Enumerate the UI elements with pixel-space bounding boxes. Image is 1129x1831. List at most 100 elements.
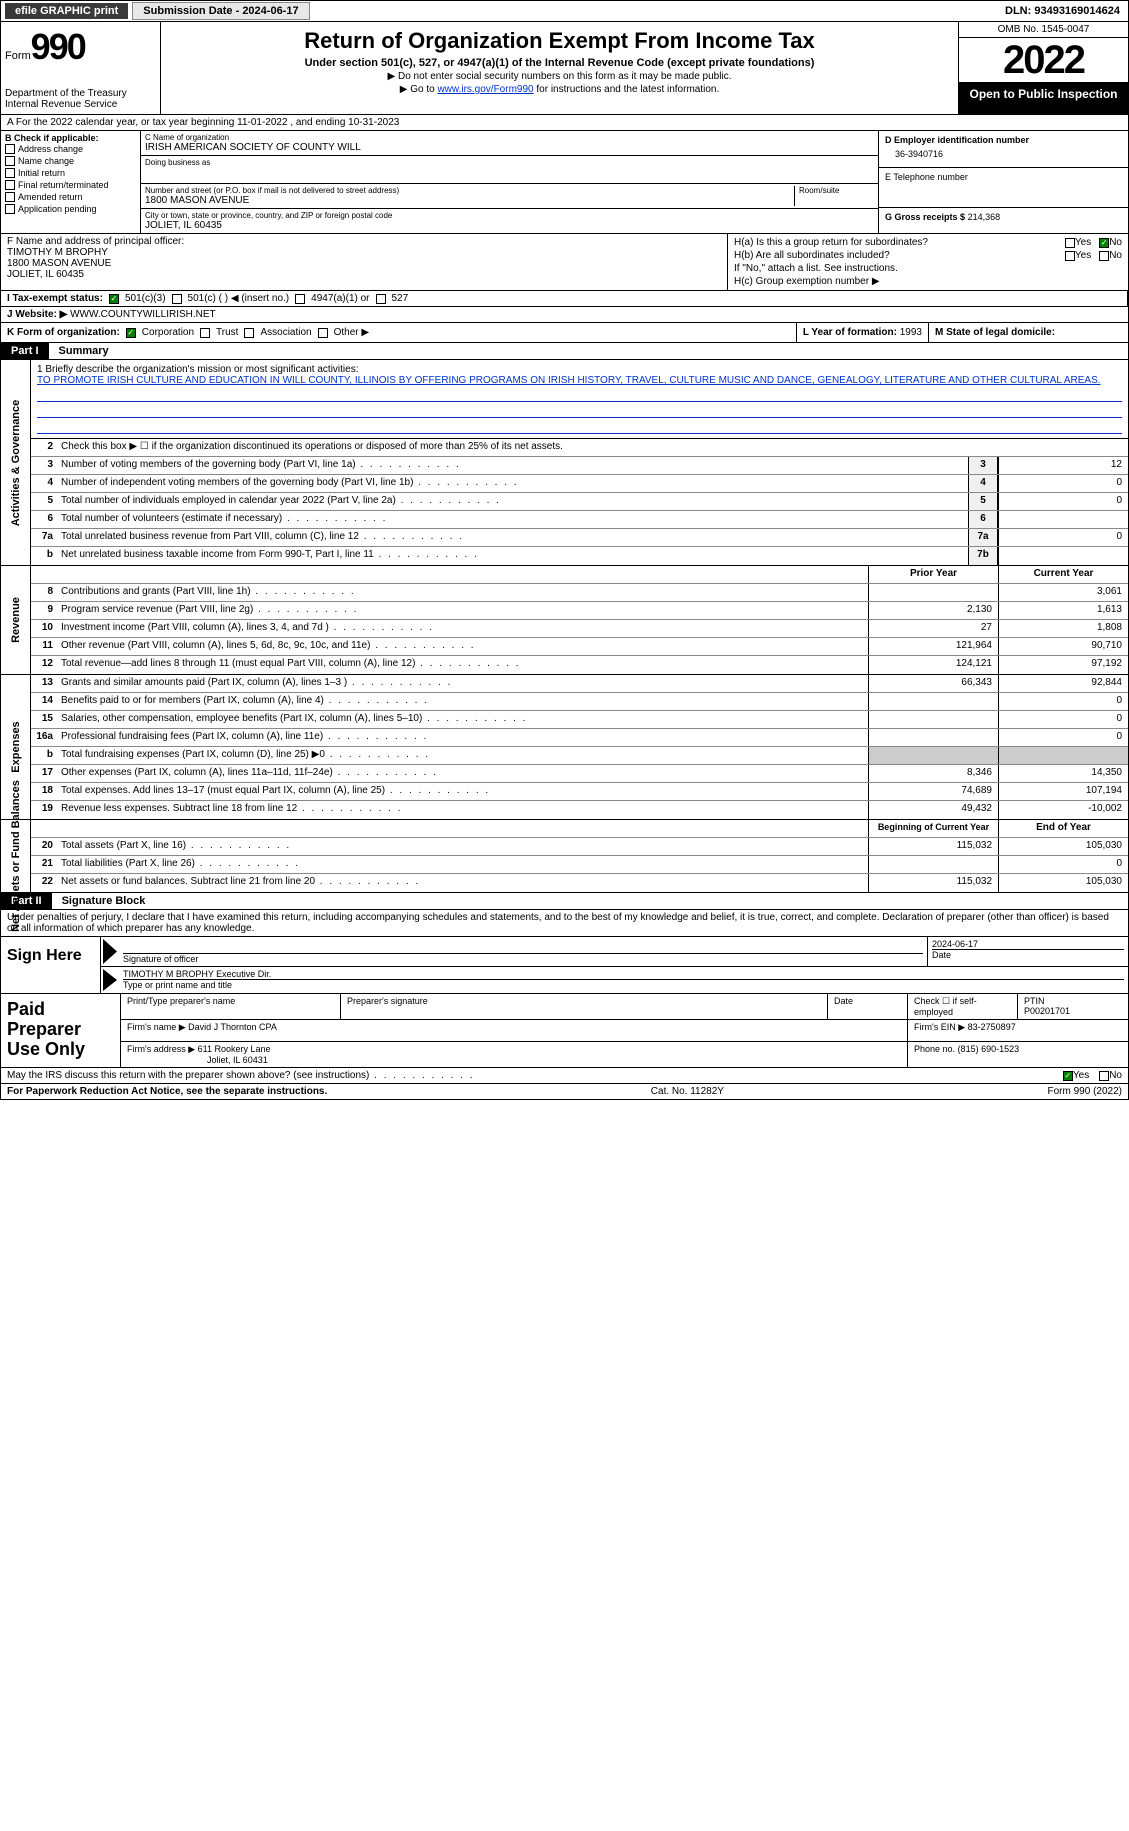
form-sub1: Under section 501(c), 527, or 4947(a)(1)… (165, 56, 954, 70)
ha-no-chk[interactable] (1099, 238, 1109, 248)
footer-left: For Paperwork Reduction Act Notice, see … (7, 1086, 327, 1097)
table-row: 21 Total liabilities (Part X, line 26) 0 (31, 856, 1128, 874)
f-city: JOLIET, IL 60435 (7, 269, 721, 280)
sign-here-label: Sign Here (1, 937, 101, 993)
part2-tab: Part II (1, 893, 52, 909)
chk-address-change[interactable]: Address change (5, 143, 136, 155)
table-row: 18 Total expenses. Add lines 13–17 (must… (31, 783, 1128, 801)
dln-label: DLN: 93493169014624 (1005, 5, 1128, 17)
gross-value: 214,368 (968, 212, 1001, 222)
irs-link[interactable]: www.irs.gov/Form990 (437, 84, 533, 95)
table-row: 22 Net assets or fund balances. Subtract… (31, 874, 1128, 892)
f-label: F Name and address of principal officer: (7, 236, 721, 247)
line-2: 2 Check this box ▶ ☐ if the organization… (31, 439, 1128, 457)
j-value: WWW.COUNTYWILLIRISH.NET (70, 309, 216, 320)
prep-h2: Preparer's signature (341, 994, 828, 1019)
chk-amended[interactable]: Amended return (5, 191, 136, 203)
line1-label: 1 Briefly describe the organization's mi… (37, 364, 1122, 375)
mission-blank-line (37, 404, 1122, 418)
table-row: 8 Contributions and grants (Part VIII, l… (31, 584, 1128, 602)
chk-trust[interactable] (200, 328, 210, 338)
chk-final-return[interactable]: Final return/terminated (5, 179, 136, 191)
discuss-no-chk[interactable] (1099, 1071, 1109, 1081)
arrow-icon (103, 939, 117, 964)
b-label: B Check if applicable: (5, 133, 136, 143)
chk-assoc[interactable] (244, 328, 254, 338)
sign-block: Sign Here Signature of officer 2024-06-1… (0, 937, 1129, 994)
section-m: M State of legal domicile: (928, 323, 1128, 342)
sig-intro: Under penalties of perjury, I declare th… (0, 910, 1129, 937)
firm-ein: 83-2750897 (968, 1022, 1016, 1032)
table-row: 20 Total assets (Part X, line 16) 115,03… (31, 838, 1128, 856)
form-num: 990 (31, 26, 85, 68)
firm-addr1: 611 Rookery Lane (198, 1044, 271, 1054)
header-right: OMB No. 1545-0047 2022 Open to Public In… (958, 22, 1128, 114)
chk-app-pending[interactable]: Application pending (5, 203, 136, 215)
ein-value: 36-3940716 (885, 145, 1122, 163)
form-sub2: ▶ Do not enter social security numbers o… (165, 70, 954, 83)
expenses-section: Expenses 13 Grants and similar amounts p… (0, 675, 1129, 820)
hb-yes-chk[interactable] (1065, 251, 1075, 261)
form-prefix: Form (5, 50, 31, 62)
governance-side-label: Activities & Governance (1, 360, 31, 565)
col-header-row: Prior Year Current Year (31, 566, 1128, 584)
submission-date-button[interactable]: Submission Date - 2024-06-17 (132, 2, 309, 20)
governance-section: Activities & Governance 1 Briefly descri… (0, 360, 1129, 566)
hb-no-chk[interactable] (1099, 251, 1109, 261)
firm-addr2: Joliet, IL 60431 (127, 1055, 901, 1065)
city-value: JOLIET, IL 60435 (145, 220, 874, 231)
part1-header: Part I Summary (0, 343, 1129, 360)
section-bcd: B Check if applicable: Address change Na… (0, 131, 1129, 234)
form-sub3: ▶ Go to www.irs.gov/Form990 for instruct… (165, 83, 954, 96)
section-c: C Name of organization IRISH AMERICAN SO… (141, 131, 878, 233)
sig-name-label: Type or print name and title (123, 979, 1124, 990)
discuss-yes-chk[interactable] (1063, 1071, 1073, 1081)
form-title: Return of Organization Exempt From Incom… (165, 26, 954, 56)
section-i: I Tax-exempt status: 501(c)(3) 501(c) ( … (1, 291, 1128, 306)
section-j: J Website: ▶ WWW.COUNTYWILLIRISH.NET (0, 307, 1129, 323)
chk-name-change[interactable]: Name change (5, 155, 136, 167)
firm-ein-label: Firm's EIN ▶ (914, 1022, 965, 1032)
chk-501c3[interactable] (109, 294, 119, 304)
chk-501c[interactable] (172, 294, 182, 304)
mission-blank-line (37, 420, 1122, 434)
gross-label: G Gross receipts $ (885, 212, 965, 222)
table-row: 10 Investment income (Part VIII, column … (31, 620, 1128, 638)
prep-phone: (815) 690-1523 (958, 1044, 1020, 1054)
footer-mid: Cat. No. 11282Y (651, 1086, 724, 1097)
section-f: F Name and address of principal officer:… (1, 234, 728, 290)
part2-title: Signature Block (52, 893, 156, 909)
row-a: A For the 2022 calendar year, or tax yea… (0, 115, 1129, 131)
ha-yes-chk[interactable] (1065, 238, 1075, 248)
open-public-badge: Open to Public Inspection (959, 83, 1128, 114)
k-label: K Form of organization: (7, 327, 120, 338)
form-header: Form 990 Department of the Treasury Inte… (0, 22, 1129, 115)
section-i-row: I Tax-exempt status: 501(c)(3) 501(c) ( … (0, 291, 1129, 307)
room-label: Room/suite (799, 186, 874, 195)
table-row: 6 Total number of volunteers (estimate i… (31, 511, 1128, 529)
tax-year: 2022 (959, 38, 1128, 83)
city-label: City or town, state or province, country… (145, 211, 874, 220)
chk-4947[interactable] (295, 294, 305, 304)
footer-bar: For Paperwork Reduction Act Notice, see … (0, 1084, 1129, 1100)
i-label: I Tax-exempt status: (7, 293, 103, 304)
net-header-row: Beginning of Current Year End of Year (31, 820, 1128, 838)
street-value: 1800 MASON AVENUE (145, 195, 794, 206)
table-row: 3 Number of voting members of the govern… (31, 457, 1128, 475)
section-fh: F Name and address of principal officer:… (0, 234, 1129, 291)
chk-corp[interactable] (126, 328, 136, 338)
omb-number: OMB No. 1545-0047 (959, 22, 1128, 38)
hb-label: H(b) Are all subordinates included? (734, 250, 1065, 261)
chk-527[interactable] (376, 294, 386, 304)
chk-other[interactable] (318, 328, 328, 338)
topbar-left: efile GRAPHIC print Submission Date - 20… (1, 2, 314, 20)
revenue-side-label: Revenue (1, 566, 31, 674)
efile-button[interactable]: efile GRAPHIC print (5, 3, 128, 19)
sub3-suffix: for instructions and the latest informat… (536, 84, 719, 95)
org-name-label: C Name of organization (145, 133, 874, 142)
table-row: 5 Total number of individuals employed i… (31, 493, 1128, 511)
form-number: Form 990 (5, 26, 156, 68)
table-row: 9 Program service revenue (Part VIII, li… (31, 602, 1128, 620)
phone-label: E Telephone number (885, 172, 1122, 182)
chk-initial-return[interactable]: Initial return (5, 167, 136, 179)
